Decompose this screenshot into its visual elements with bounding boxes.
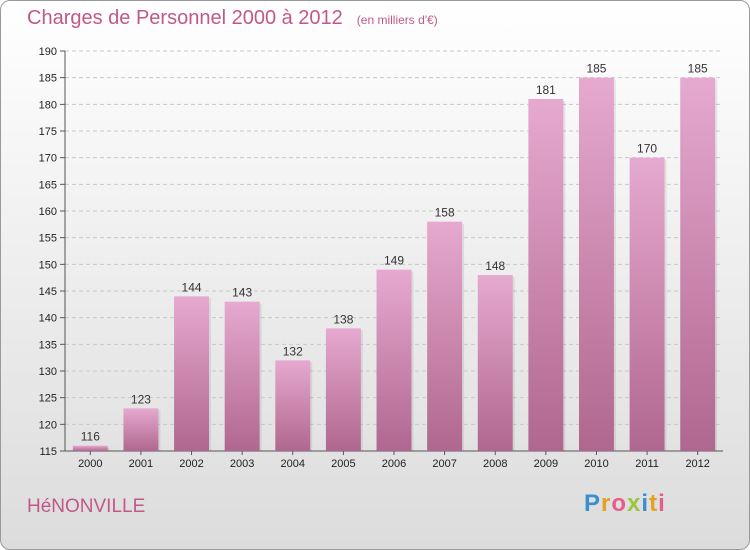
bar-2011 <box>629 157 665 451</box>
data-label: 132 <box>283 344 303 358</box>
data-label: 149 <box>384 254 404 268</box>
y-tick-label: 125 <box>39 393 57 405</box>
x-tick-label: 2010 <box>584 458 608 470</box>
y-tick-label: 135 <box>39 339 57 351</box>
y-tick-label: 165 <box>39 179 57 191</box>
bar-2000 <box>72 445 108 451</box>
data-label: 116 <box>81 430 100 444</box>
title-unit: (en milliers d'€) <box>356 13 438 27</box>
x-tick-label: 2012 <box>685 458 709 470</box>
y-tick-label: 150 <box>39 259 57 271</box>
data-label: 144 <box>182 280 202 294</box>
x-tick-label: 2003 <box>230 458 254 470</box>
bar-2002 <box>174 296 210 451</box>
data-label: 181 <box>536 83 556 97</box>
y-tick-label: 175 <box>39 126 57 138</box>
bar-2009 <box>528 99 564 451</box>
x-tick-label: 2008 <box>483 458 507 470</box>
y-tick-label: 185 <box>39 73 57 85</box>
proxiti-logo: Proxiti <box>584 490 666 517</box>
bar-2005 <box>325 328 361 451</box>
bar-2007 <box>427 221 463 451</box>
y-tick-label: 120 <box>39 419 57 431</box>
x-tick-label: 2007 <box>432 458 456 470</box>
x-tick-label: 2006 <box>382 458 406 470</box>
data-label: 148 <box>485 259 505 273</box>
data-label: 185 <box>586 62 606 76</box>
x-tick-label: 2011 <box>635 458 659 470</box>
y-tick-label: 160 <box>39 206 57 218</box>
bar-2004 <box>275 360 311 451</box>
bar-2012 <box>680 77 716 452</box>
bar-2010 <box>578 77 614 452</box>
y-tick-label: 180 <box>39 99 57 111</box>
data-label: 185 <box>688 62 708 76</box>
x-tick-label: 2005 <box>331 458 355 470</box>
chart-title: Charges de Personnel 2000 à 2012 (en mill… <box>27 7 438 30</box>
x-tick-label: 2001 <box>129 458 153 470</box>
x-tick-label: 2000 <box>78 458 102 470</box>
y-tick-label: 115 <box>39 446 57 458</box>
bar-2006 <box>376 269 412 451</box>
y-tick-label: 145 <box>39 286 57 298</box>
data-label: 143 <box>232 286 252 300</box>
bar-2001 <box>123 408 159 451</box>
y-tick-label: 130 <box>39 366 57 378</box>
y-tick-label: 170 <box>39 153 57 165</box>
x-tick-label: 2004 <box>281 458 305 470</box>
data-label: 123 <box>131 392 151 406</box>
bar-2008 <box>477 275 513 451</box>
y-tick-label: 140 <box>39 313 57 325</box>
data-label: 158 <box>435 206 455 220</box>
data-label: 170 <box>637 142 657 156</box>
commune-name: HéNONVILLE <box>27 496 146 517</box>
y-tick-label: 155 <box>39 233 57 245</box>
x-tick-label: 2002 <box>179 458 203 470</box>
title-main: Charges de Personnel 2000 à 2012 <box>27 7 343 29</box>
data-label: 138 <box>333 312 353 326</box>
y-tick-label: 190 <box>39 46 57 58</box>
bar-2003 <box>224 301 260 451</box>
x-tick-label: 2009 <box>534 458 558 470</box>
